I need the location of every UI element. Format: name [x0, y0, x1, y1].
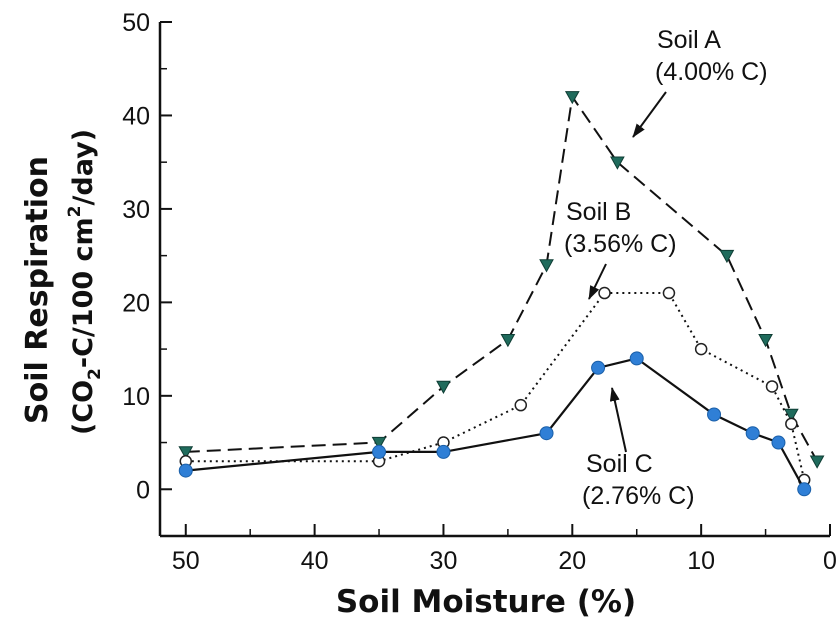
axes [158, 22, 830, 538]
data-point-soil-c [178, 463, 193, 478]
annotation-soil-c: Soil C (2.76% C) [582, 387, 695, 510]
data-point-soil-a [539, 259, 554, 273]
data-point-soil-b [785, 417, 798, 431]
data-point-soil-a [719, 249, 735, 264]
data-point-soil-c [797, 482, 812, 497]
data-point-soil-c [629, 351, 644, 366]
x-tick-label: 0 [823, 547, 837, 575]
x-tick-label: 40 [301, 547, 329, 575]
series-line-soil-c [185, 357, 806, 490]
annotation-soil-a: Soil A (4.00% C) [632, 26, 768, 138]
y-tick-label: 40 [122, 102, 150, 130]
data-point-soil-c [771, 435, 786, 450]
y-axis-title-part: -C/100 cm [68, 217, 99, 368]
data-point-soil-c [372, 444, 387, 459]
y-tick-label: 50 [122, 9, 150, 37]
data-point-soil-a [809, 455, 825, 469]
annotation-soil-c-carbon: (2.76% C) [582, 482, 695, 510]
series-soil-c [178, 351, 812, 497]
series-line-soil-a [185, 94, 818, 462]
data-point-soil-a [564, 91, 580, 105]
y-axis-title-part: /day) [68, 129, 99, 206]
y-axis-title-line1: Soil Respiration [20, 156, 55, 424]
y-axis-title-superscript: 2 [65, 205, 85, 217]
y-ticks: 0 10 20 30 40 50 [122, 9, 172, 504]
data-point-soil-b [694, 342, 708, 356]
annotation-soil-a-arrow [632, 91, 667, 138]
series-layer [178, 91, 825, 497]
data-point-soil-a [500, 334, 516, 348]
annotation-soil-b-name: Soil B [566, 198, 631, 226]
x-tick-label: 20 [558, 547, 586, 575]
y-tick-label: 20 [122, 289, 150, 317]
series-line-soil-b [185, 292, 806, 481]
x-tick-label: 10 [687, 547, 715, 575]
data-point-soil-a [371, 436, 387, 451]
annotation-soil-c-name: Soil C [586, 450, 653, 478]
data-point-soil-c [707, 407, 722, 422]
series-soil-a [178, 91, 825, 469]
y-tick-label: 0 [136, 476, 150, 504]
y-tick-label: 10 [122, 383, 150, 411]
series-soil-b [179, 286, 811, 487]
annotation-soil-b: Soil B (3.56% C) [564, 198, 677, 300]
annotation-soil-b-carbon: (3.56% C) [564, 230, 677, 258]
x-tick-label: 50 [172, 547, 200, 575]
data-point-soil-b [598, 286, 611, 300]
annotation-soil-a-carbon: (4.00% C) [655, 58, 768, 86]
y-axis-title-line2: (CO2-C/100 cm2/day) [65, 129, 105, 435]
annotation-soil-c-arrow [609, 387, 627, 453]
data-point-soil-b [514, 398, 528, 412]
x-ticks: 50 40 30 20 10 0 [172, 524, 837, 575]
y-axis-title-subscript: 2 [85, 368, 105, 380]
data-point-soil-b [662, 286, 676, 300]
y-tick-label: 30 [122, 196, 150, 224]
data-point-soil-a [436, 380, 451, 395]
data-point-soil-a [783, 408, 799, 423]
data-point-soil-c [591, 360, 606, 375]
annotation-soil-b-arrow [588, 263, 607, 300]
annotation-soil-a-name: Soil A [657, 26, 721, 54]
data-point-soil-c [745, 426, 760, 441]
x-axis-title: Soil Moisture (%) [336, 584, 636, 620]
data-point-soil-a [178, 446, 194, 460]
data-point-soil-b [765, 380, 779, 393]
x-tick-label: 30 [430, 547, 458, 575]
data-point-soil-a [610, 156, 625, 170]
data-point-soil-c [539, 426, 554, 441]
y-axis-title-part: (CO [68, 380, 99, 435]
data-point-soil-c [436, 444, 451, 459]
data-point-soil-a [758, 334, 773, 348]
